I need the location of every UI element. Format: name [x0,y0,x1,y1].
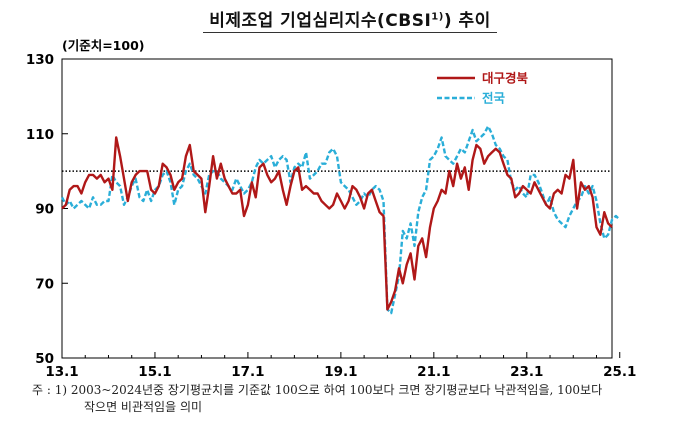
x-tick-label: 19.1 [324,364,357,380]
baseline-label: (기준치=100) [62,38,145,53]
series-line-daegu-gyeongbuk [61,136,613,311]
y-tick-label: 70 [35,276,54,292]
footnote-line-1: 주 : 1) 2003~2024년중 장기평균치를 기준값 100으로 하여 1… [32,383,603,397]
y-axis: 130 110 90 70 50 [26,52,68,367]
series-line-national [60,125,621,315]
x-tick-label: 21.1 [417,364,450,380]
footnote-line-2: 작으면 비관적임을 의미 [84,400,203,414]
footnote: 주 : 1) 2003~2024년중 장기평균치를 기준값 100으로 하여 1… [32,382,692,416]
series-layer [60,125,621,315]
x-tick-label: 23.1 [510,364,543,380]
x-tick-label: 17.1 [231,364,264,380]
y-tick-label: 130 [26,52,54,68]
plot-area-frame [61,58,613,359]
y-tick-label: 90 [35,202,54,218]
chart-title: 비제조업 기업심리지수(CBSI1)) 추이 [203,6,497,33]
chart-title-wrap: 비제조업 기업심리지수(CBSI1)) 추이 [0,6,700,33]
chart-title-main: 비제조업 기업심리지수(CBSI [209,11,432,31]
y-tick-label: 110 [26,127,54,143]
chart-title-superscript: 1) [431,11,444,23]
y-tick-label: 50 [35,351,54,367]
legend-label: 대구경북 [482,71,529,86]
x-tick-label: 15.1 [138,364,171,380]
chart-title-tail: ) 추이 [443,11,491,31]
x-tick-label: 13.1 [45,364,78,380]
x-tick-label: 25.1 [603,364,636,380]
legend-label: 전국 [482,91,506,106]
x-axis: 13.1 15.1 17.1 19.1 21.1 23.1 25.1 [45,352,636,380]
